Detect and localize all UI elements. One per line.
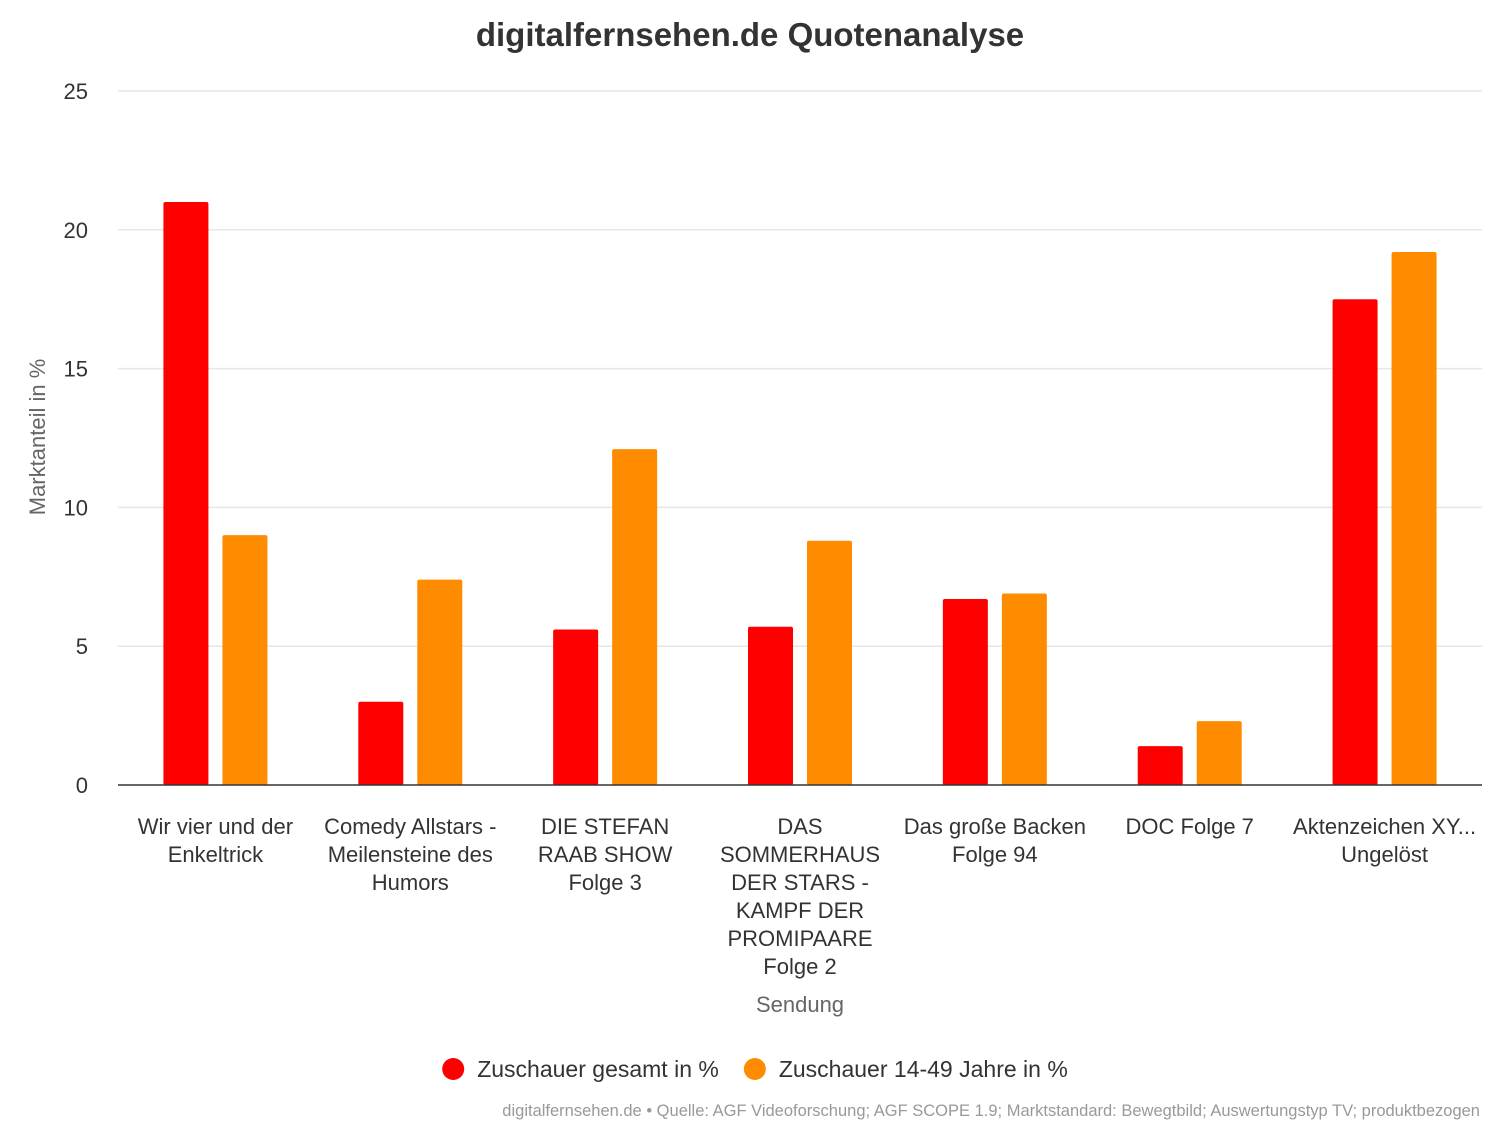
x-tick-label: DAS SOMMERHAUS DER STARS -KAMPF DER PROMIPA… <box>720 814 880 979</box>
legend-marker <box>442 1058 465 1080</box>
x-tick-label: Aktenzeichen XY... Ungelöst <box>1293 814 1476 867</box>
y-axis-ticks: 0 5 10 15 20 25 <box>64 79 88 798</box>
bar <box>163 202 209 786</box>
bar <box>748 626 793 785</box>
y-tick-label: 15 <box>64 357 88 382</box>
x-axis-ticks: Wir vier und der Enkeltrick Comedy Allstar… <box>138 814 1476 979</box>
y-tick-label: 5 <box>76 634 88 659</box>
legend: Zuschauer gesamt in % Zuschauer 14-49 Jah… <box>442 1056 1068 1082</box>
y-tick-label: 25 <box>64 79 88 104</box>
bar <box>1391 252 1437 785</box>
bar <box>1001 593 1047 785</box>
bar <box>417 579 463 785</box>
bar <box>1332 299 1378 785</box>
credits-text: digitalfernsehen.de • Quelle: AGF Videof… <box>502 1102 1480 1120</box>
bar <box>1196 721 1242 785</box>
legend-item: Zuschauer 14-49 Jahre in % <box>743 1056 1068 1082</box>
bar <box>1137 746 1183 785</box>
bar <box>612 449 658 785</box>
x-tick-label: Wir vier und der Enkeltrick <box>138 814 293 867</box>
x-axis-title: Sendung <box>756 992 844 1017</box>
legend-item: Zuschauer gesamt in % <box>442 1056 719 1082</box>
grid-lines <box>118 90 1482 647</box>
x-tick-label: DOC Folge 7 <box>1126 814 1254 839</box>
y-axis-title: Marktanteil in % <box>25 359 50 516</box>
x-tick-label: Das große Backen Folge 94 <box>904 814 1086 867</box>
x-tick-label: Comedy Allstars -Meilensteine des Humors <box>324 814 496 895</box>
y-tick-label: 10 <box>64 495 88 520</box>
bar <box>807 540 852 785</box>
bar <box>553 629 599 785</box>
chart-title: digitalfernsehen.de Quotenanalyse <box>476 16 1024 53</box>
y-tick-label: 0 <box>76 773 88 798</box>
bars <box>163 202 1437 786</box>
bar <box>222 535 268 785</box>
legend-label: Zuschauer 14-49 Jahre in % <box>779 1056 1068 1082</box>
bar <box>942 599 988 785</box>
legend-label: Zuschauer gesamt in % <box>477 1056 719 1082</box>
legend-marker <box>743 1058 766 1080</box>
y-tick-label: 20 <box>64 218 88 243</box>
x-tick-label: DIE STEFAN RAAB SHOW Folge 3 <box>538 814 673 895</box>
bar <box>358 701 404 785</box>
